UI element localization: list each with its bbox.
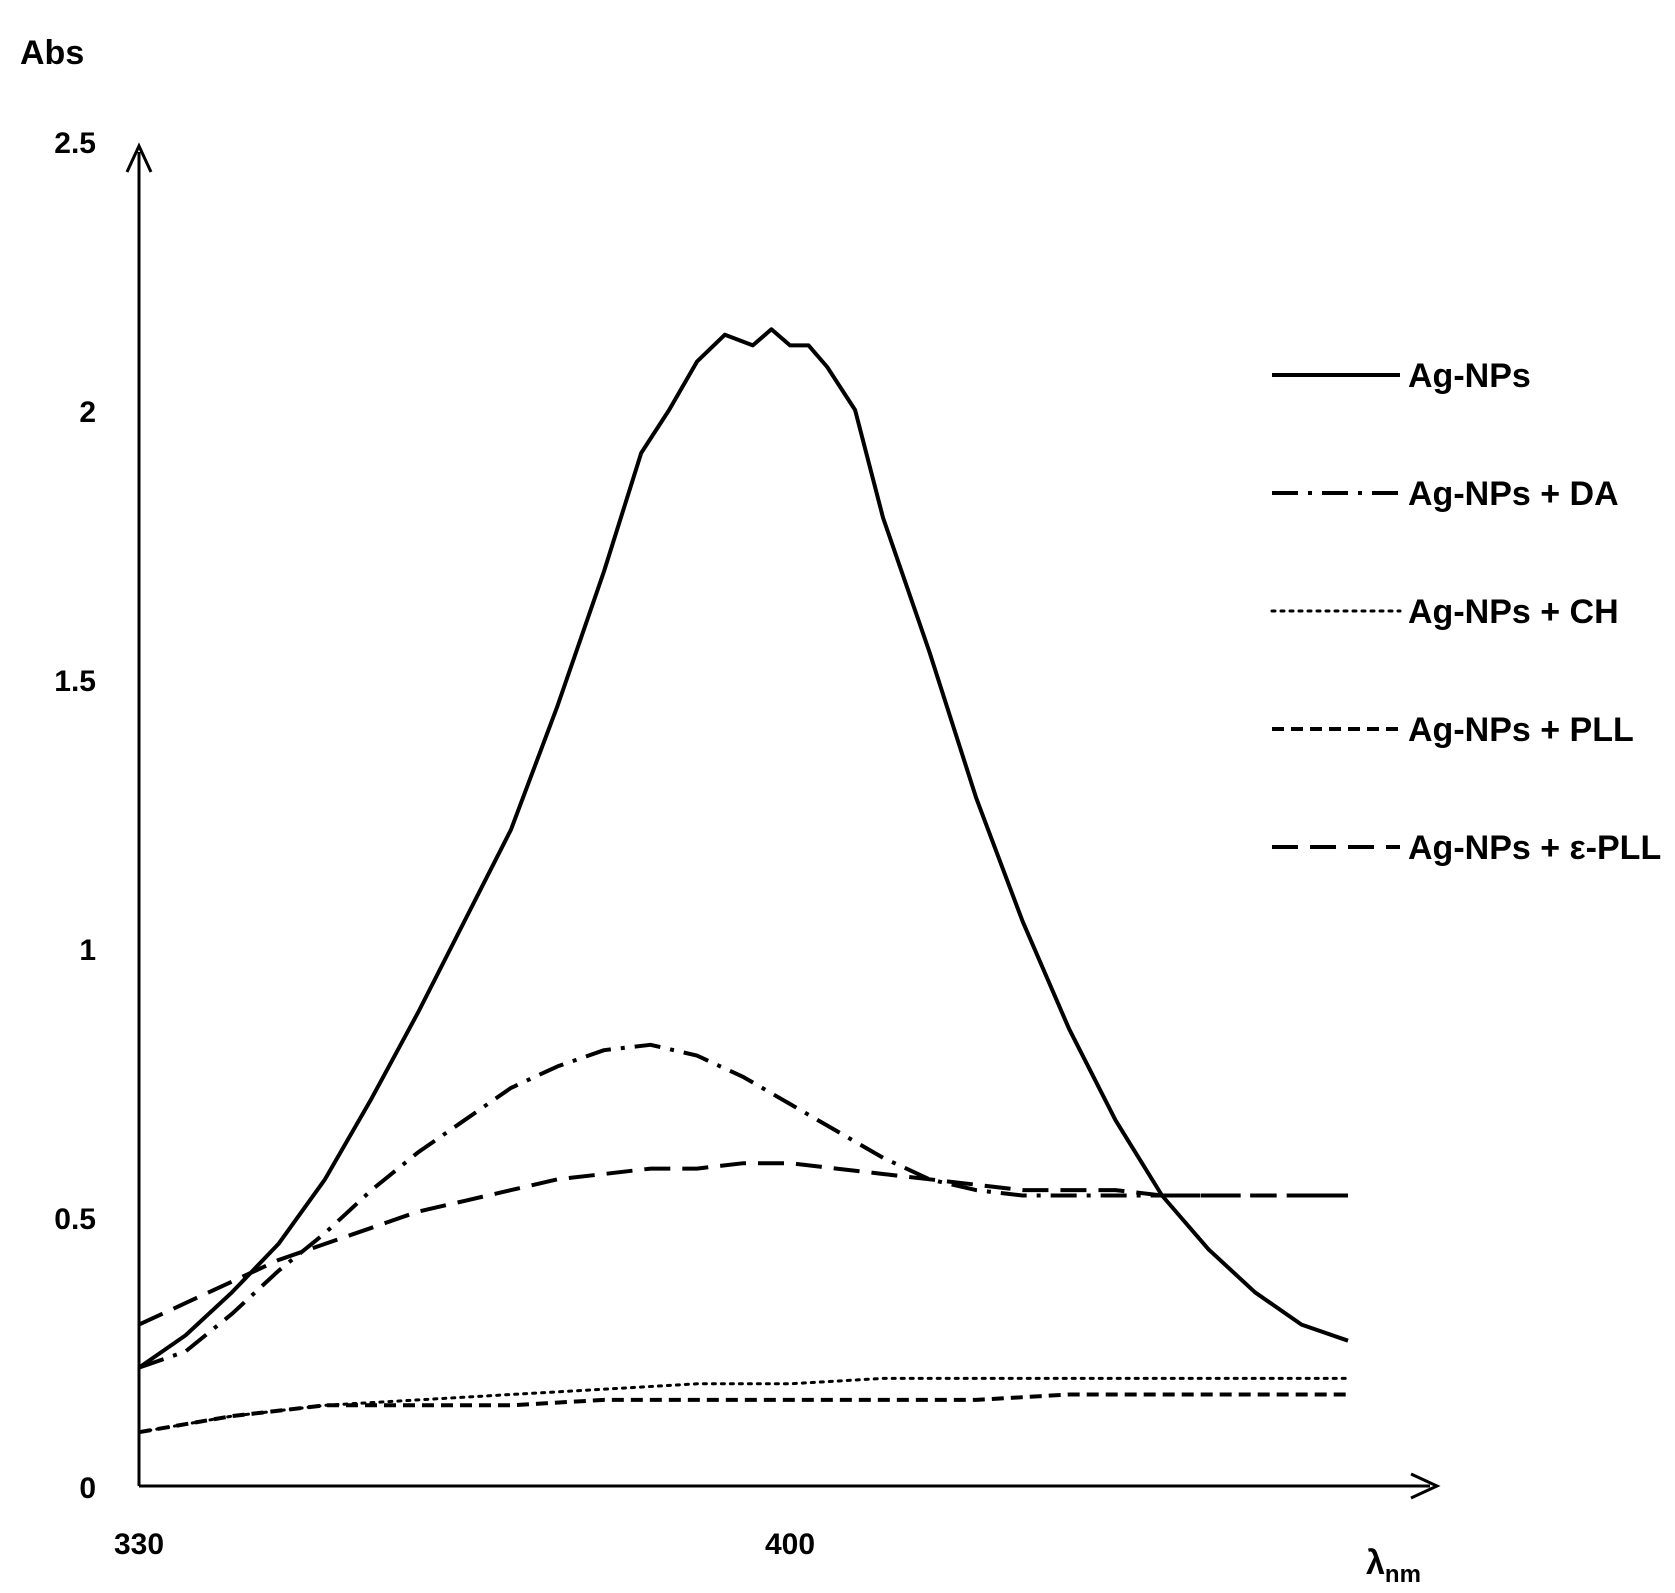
x-tick-labels: 330 400 [114,1528,815,1561]
legend-label-3: Ag-NPs + CH [1408,593,1619,631]
series-line-4 [138,1392,1348,1435]
legend-label-2: Ag-NPs + DA [1408,475,1619,513]
series-line-2 [138,1042,1348,1370]
y-axis-title: Abs [20,34,84,72]
x-axis-arrowhead [1410,1472,1441,1500]
y-tick-labels: 0 0.5 1 1.5 2 2.5 [54,127,96,1505]
x-tick-label: 330 [114,1528,164,1561]
x-tick-label: 400 [765,1528,815,1561]
series-line-1 [137,327,1349,1370]
y-tick-label: 2 [79,396,96,429]
axes [125,142,1441,1500]
series-line-3 [137,1376,1350,1434]
legend-label-1: Ag-NPs [1408,357,1531,395]
legend-label-5: Ag-NPs + ε-PLL [1408,829,1661,867]
y-tick-label: 0.5 [54,1203,96,1236]
x-axis-title-symbol: λ [1366,1544,1385,1582]
series-line-5 [138,1161,1348,1327]
y-axis-arrowhead [125,142,153,173]
y-tick-label: 2.5 [54,127,96,160]
legend-label-4: Ag-NPs + PLL [1408,711,1634,749]
y-tick-label: 0 [79,1472,96,1505]
x-axis-title: λnm [1366,1544,1421,1588]
y-tick-label: 1 [79,934,96,967]
data-series [137,327,1350,1435]
x-axis-title-unit: nm [1385,1561,1421,1588]
legend: Ag-NPs Ag-NPs + DA Ag-NPs + CH Ag-NPs + PLL… [1270,357,1661,867]
y-tick-label: 1.5 [54,665,96,698]
